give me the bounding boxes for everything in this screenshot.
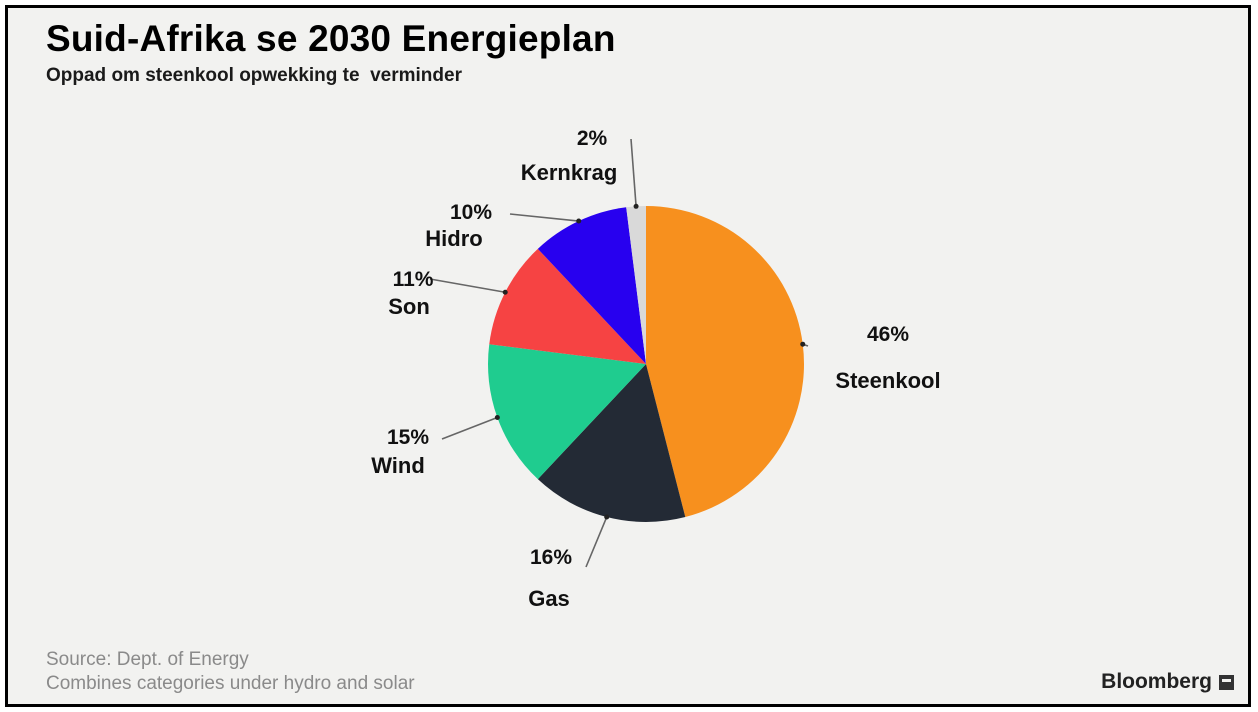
leader-line-hidro (509, 213, 579, 222)
slice-name-label-wind: Wind (371, 453, 425, 478)
leader-dot-hidro (576, 218, 582, 224)
leader-dot-wind (494, 415, 500, 421)
leader-line-gas (585, 516, 608, 568)
pie-slice-kernkrag (626, 206, 646, 364)
brand-logo: Bloomberg (1101, 670, 1234, 694)
slice-name-label-hidro: Hidro (425, 226, 482, 251)
slice-value-label-hidro: 10% (450, 201, 492, 224)
slice-value-label-wind: 15% (387, 426, 429, 449)
slice-value-label-gas: 16% (530, 546, 572, 569)
chart-frame: Suid-Afrika se 2030 Energieplan Oppad om… (5, 5, 1251, 707)
leader-dot-son (502, 289, 508, 295)
footnote: Combines categories under hydro and sola… (46, 673, 415, 694)
leader-dot-steenkool (800, 341, 806, 347)
brand-name: Bloomberg (1101, 670, 1212, 693)
slice-value-label-son: 11% (393, 268, 434, 291)
slice-value-label-kernkrag: 2% (577, 127, 608, 150)
slice-name-label-gas: Gas (528, 586, 570, 611)
slice-value-label-steenkool: 46% (867, 323, 909, 346)
slice-name-label-kernkrag: Kernkrag (521, 160, 618, 185)
leader-dot-kernkrag (633, 203, 639, 209)
slice-name-label-steenkool: Steenkool (835, 368, 940, 393)
leader-line-wind (441, 416, 498, 440)
leader-dot-gas (604, 514, 610, 520)
chart-subtitle: Oppad om steenkool opwekking te verminde… (46, 65, 462, 86)
source-note: Source: Dept. of Energy (46, 649, 249, 670)
pie-slice-steenkool (646, 206, 805, 518)
leader-line-kernkrag (630, 138, 637, 207)
chart-title: Suid-Afrika se 2030 Energieplan (46, 18, 616, 59)
slice-name-label-son: Son (388, 294, 430, 319)
bloomberg-logo-icon (1219, 674, 1234, 690)
pie-slice-son (489, 248, 646, 364)
pie-slice-wind (488, 344, 646, 480)
leader-line-son (429, 278, 506, 294)
pie-chart: 46% Steenkool 16% Gas 15% Wind 11% Son 10%Hidro 2… (371, 127, 940, 611)
pie-slice-hidro (537, 207, 646, 364)
pie-slice-gas (537, 364, 686, 522)
